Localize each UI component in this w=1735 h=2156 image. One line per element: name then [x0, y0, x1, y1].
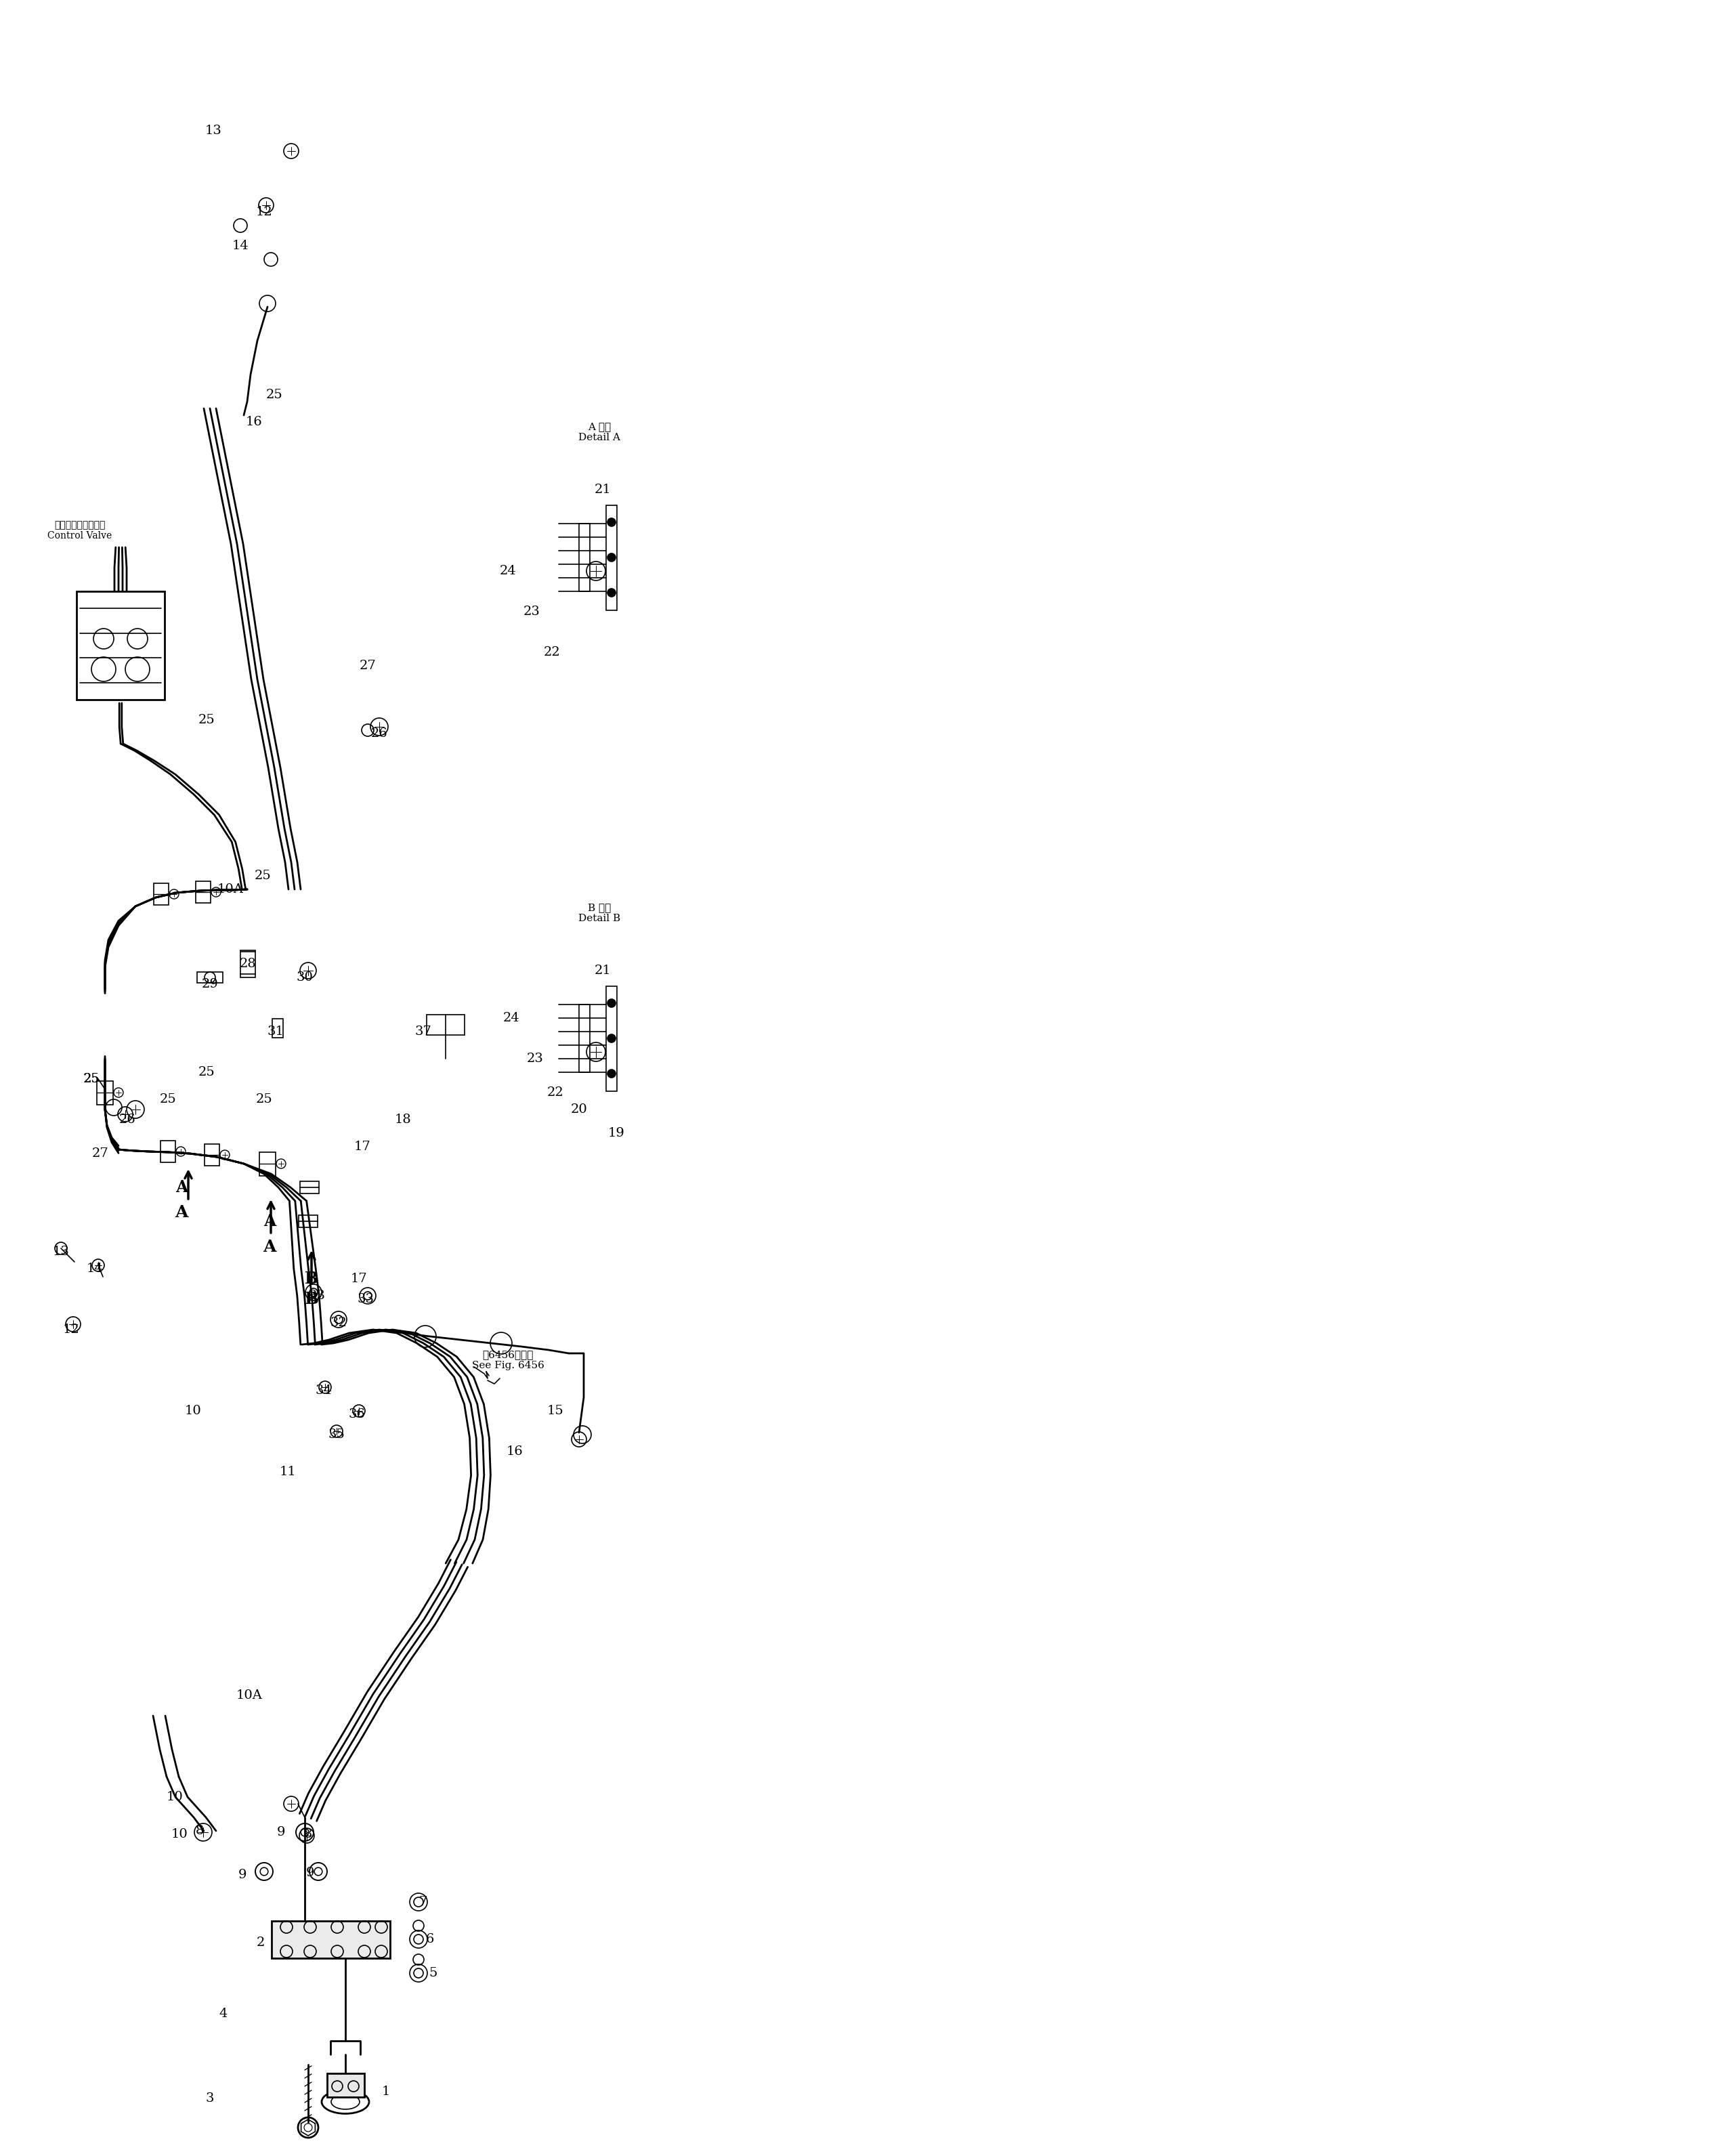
Text: 17: 17	[350, 1272, 368, 1285]
Text: 10A: 10A	[217, 884, 243, 895]
Text: 27: 27	[359, 660, 376, 673]
Text: 33: 33	[309, 1289, 326, 1302]
Bar	[579, 1005, 590, 1072]
Text: 25: 25	[255, 1093, 272, 1106]
Text: 6: 6	[425, 1934, 434, 1945]
Text: 36: 36	[349, 1408, 366, 1421]
Text: 8: 8	[304, 1828, 312, 1841]
Text: 1: 1	[382, 2085, 390, 2098]
Text: 9: 9	[278, 1826, 285, 1839]
Text: 19: 19	[607, 1128, 625, 1138]
Text: 10: 10	[172, 1828, 187, 1841]
Bar	[579, 524, 590, 591]
Text: 9: 9	[305, 1867, 314, 1880]
Text: 27: 27	[92, 1147, 109, 1160]
Text: 21: 21	[595, 964, 611, 977]
Text: 16: 16	[507, 1445, 522, 1457]
Text: 35: 35	[328, 1429, 345, 1440]
Text: 26: 26	[371, 727, 387, 740]
Text: 13: 13	[205, 125, 222, 136]
Circle shape	[607, 998, 616, 1007]
Text: 18: 18	[394, 1112, 411, 1125]
Circle shape	[607, 1069, 616, 1078]
Text: 12: 12	[255, 207, 272, 218]
Text: A: A	[264, 1240, 276, 1255]
Text: 16: 16	[246, 416, 262, 429]
Text: 14: 14	[87, 1263, 102, 1274]
Text: 34: 34	[316, 1384, 331, 1397]
Text: 22: 22	[543, 647, 560, 658]
Text: 25: 25	[255, 869, 271, 882]
Bar	[300, 1181, 319, 1194]
Text: 25: 25	[198, 1067, 215, 1078]
Text: 12: 12	[62, 1324, 80, 1337]
Text: 25: 25	[83, 1074, 99, 1084]
Text: A: A	[175, 1205, 187, 1220]
Text: 28: 28	[239, 957, 257, 970]
Text: 3: 3	[206, 2091, 213, 2104]
Text: 10A: 10A	[236, 1690, 262, 1701]
Text: 4: 4	[219, 2007, 227, 2020]
Text: B: B	[304, 1291, 319, 1307]
Text: A: A	[264, 1214, 276, 1229]
Text: 24: 24	[503, 1011, 520, 1024]
Bar	[241, 951, 255, 977]
Text: 33: 33	[357, 1294, 375, 1304]
Circle shape	[607, 517, 616, 526]
Bar	[259, 1151, 276, 1175]
Text: 23: 23	[526, 1052, 543, 1065]
Text: 23: 23	[524, 606, 540, 619]
Text: 26: 26	[120, 1112, 135, 1125]
Text: 15: 15	[547, 1406, 564, 1416]
Text: 9: 9	[238, 1869, 246, 1880]
Bar	[76, 591, 165, 701]
Bar	[198, 972, 222, 983]
Text: 24: 24	[500, 565, 517, 578]
Bar	[161, 1141, 175, 1162]
Text: 29: 29	[201, 979, 219, 990]
Bar	[205, 1145, 219, 1166]
Text: 25: 25	[83, 1074, 101, 1084]
Text: 17: 17	[354, 1141, 371, 1153]
Bar	[606, 985, 618, 1091]
Bar	[606, 505, 618, 610]
Text: 20: 20	[571, 1104, 588, 1115]
Text: 37: 37	[415, 1026, 432, 1037]
Text: 8: 8	[196, 1824, 205, 1837]
Text: 10: 10	[167, 1792, 184, 1802]
Text: 10: 10	[184, 1406, 201, 1416]
Text: コントロールバルブ
Control Valve: コントロールバルブ Control Valve	[47, 520, 113, 541]
Text: 30: 30	[297, 972, 312, 983]
Circle shape	[607, 554, 616, 561]
Text: 31: 31	[267, 1026, 285, 1037]
Text: 25: 25	[265, 388, 283, 401]
Text: 14: 14	[232, 239, 248, 252]
Text: 13: 13	[52, 1246, 69, 1257]
Bar	[326, 2074, 364, 2098]
Text: 22: 22	[547, 1087, 564, 1100]
Bar	[271, 1921, 390, 1958]
Bar	[97, 1080, 113, 1104]
Text: 25: 25	[198, 714, 215, 727]
Bar	[154, 884, 168, 906]
Text: 5: 5	[429, 1966, 437, 1979]
Text: 21: 21	[595, 483, 611, 496]
Bar	[272, 1020, 283, 1037]
Text: B: B	[305, 1270, 318, 1287]
Text: 25: 25	[160, 1093, 177, 1106]
Circle shape	[607, 1035, 616, 1044]
Text: 第6456図参照
See Fig. 6456: 第6456図参照 See Fig. 6456	[472, 1350, 545, 1371]
Text: B 証注
Detail B: B 証注 Detail B	[578, 903, 621, 923]
Bar	[196, 882, 210, 903]
Text: 32: 32	[330, 1317, 347, 1328]
Text: A: A	[175, 1179, 187, 1197]
Text: 7: 7	[420, 1895, 427, 1908]
Text: A 証注
Detail A: A 証注 Detail A	[578, 423, 621, 442]
Circle shape	[607, 589, 616, 597]
Text: 2: 2	[257, 1936, 265, 1949]
Text: 11: 11	[279, 1466, 297, 1479]
Bar	[298, 1216, 318, 1227]
